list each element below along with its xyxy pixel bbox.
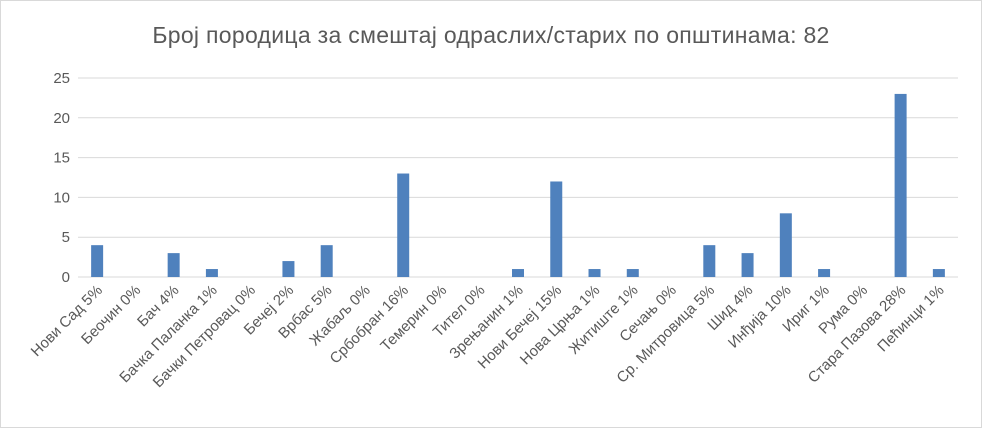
bar bbox=[741, 253, 754, 277]
bar bbox=[779, 213, 792, 277]
bar bbox=[588, 269, 601, 277]
bar bbox=[818, 269, 831, 277]
y-tick-label: 10 bbox=[53, 189, 70, 206]
bars bbox=[91, 93, 945, 277]
bar bbox=[91, 245, 104, 277]
y-tick-label: 5 bbox=[62, 229, 70, 246]
x-axis-ticks: Нови Сад 5%Беочин 0%Бач 4%Бачка Паланка … bbox=[28, 282, 948, 391]
bar bbox=[282, 261, 295, 277]
bar bbox=[932, 269, 945, 277]
bar bbox=[512, 269, 524, 277]
y-tick-label: 20 bbox=[53, 110, 70, 127]
bar bbox=[626, 269, 639, 277]
bar bbox=[550, 181, 563, 277]
bar bbox=[397, 173, 410, 277]
bar bbox=[167, 253, 180, 277]
chart-title: Број породица за смештај одраслих/старих… bbox=[152, 22, 830, 48]
gridlines bbox=[78, 77, 958, 278]
bar bbox=[894, 93, 907, 277]
bar bbox=[703, 245, 716, 277]
y-tick-label: 15 bbox=[53, 150, 70, 167]
y-axis-ticks: 0 5 10 15 20 25 bbox=[53, 70, 70, 286]
y-tick-label: 25 bbox=[53, 70, 70, 87]
bar bbox=[205, 269, 218, 277]
bar bbox=[320, 245, 333, 277]
y-tick-label: 0 bbox=[62, 269, 70, 286]
